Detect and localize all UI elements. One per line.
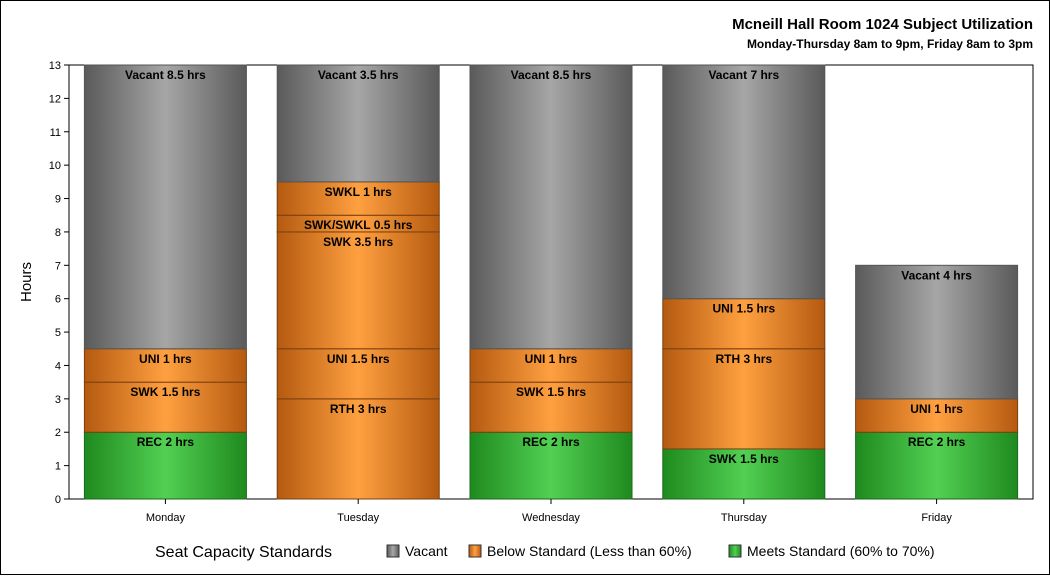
bar-segment [276,64,440,183]
bar-segment [83,431,247,500]
segment-label: Vacant 8.5 hrs [511,68,592,82]
bar-segment [83,64,247,350]
segment-label: REC 2 hrs [522,435,580,449]
y-tick-label: 3 [55,394,61,406]
segment-label: REC 2 hrs [137,435,195,449]
legend-swatch-vacant [386,544,400,558]
bar-wednesday: REC 2 hrs SWK 1.5 hrs UNI 1 hrs Vacant 8.5 … [469,64,633,500]
bar-thursday: SWK 1.5 hrs RTH 3 hrs UNI 1.5 hrs Vacant 7 … [662,64,826,500]
segment-label: UNI 1 hrs [139,352,192,366]
segment-label: SWK 1.5 hrs [516,385,586,399]
x-tick-label: Monday [146,512,186,524]
legend-swatch-below [468,544,482,558]
y-tick-label: 12 [49,93,61,105]
legend-label-below: Below Standard (Less than 60%) [487,543,692,559]
y-tick-label: 0 [55,494,61,506]
bar-segment [662,298,826,350]
y-tick-label: 2 [55,427,61,439]
segment-label: SWK 3.5 hrs [323,235,393,249]
segment-label: RTH 3 hrs [715,352,772,366]
segment-label: Vacant 4 hrs [901,268,972,282]
y-tick-label: 13 [49,60,61,72]
segment-label: UNI 1.5 hrs [712,302,775,316]
chart-subtitle: Monday-Thursday 8am to 9pm, Friday 8am t… [747,37,1033,51]
segment-label: UNI 1 hrs [525,352,578,366]
bar-segment [469,64,633,350]
y-tick-label: 1 [55,461,61,473]
x-tick-label: Friday [921,512,952,524]
segment-label: SWK 1.5 hrs [709,452,779,466]
segment-label: Vacant 3.5 hrs [318,68,399,82]
bar-tuesday: RTH 3 hrs UNI 1.5 hrs SWK 3.5 hrs SWK/SWKL … [276,64,440,500]
bar-segment [855,431,1019,500]
bar-segment [276,231,440,350]
legend-swatch-meets [728,544,742,558]
segment-label: REC 2 hrs [908,435,966,449]
y-tick-label: 6 [55,294,61,306]
x-tick-label: Wednesday [522,512,580,524]
bar-segment [662,348,826,450]
x-tick-label: Tuesday [337,512,379,524]
segment-label: SWK/SWKL 0.5 hrs [304,218,413,232]
bar-segment [469,348,633,383]
bar-segment [276,348,440,400]
segment-label: UNI 1 hrs [910,402,963,416]
bar-friday: REC 2 hrs UNI 1 hrs Vacant 4 hrs [855,264,1019,500]
segment-label: RTH 3 hrs [330,402,387,416]
legend-title: Seat Capacity Standards [155,544,332,561]
y-axis-title: Hours [18,262,35,302]
bar-segment [83,381,247,433]
segment-label: SWK 1.5 hrs [130,385,200,399]
legend: Seat Capacity Standards Vacant Below Stand… [155,543,935,561]
bar-segment [469,381,633,433]
y-tick-label: 7 [55,260,61,272]
bar-segment [83,348,247,383]
y-tick-label: 10 [49,160,61,172]
y-tick-label: 9 [55,194,61,206]
bar-segment [662,64,826,300]
bar-monday: REC 2 hrs SWK 1.5 hrs UNI 1 hrs Vacant 8.5 … [83,64,247,500]
bar-segment [855,398,1019,433]
legend-label-vacant: Vacant [405,543,448,559]
segment-label: Vacant 7 hrs [708,68,779,82]
y-tick-label: 5 [55,327,61,339]
y-tick-label: 4 [55,360,61,372]
x-tick-label: Thursday [721,512,767,524]
chart-title: Mcneill Hall Room 1024 Subject Utilizati… [732,16,1033,33]
y-tick-label: 8 [55,227,61,239]
segment-label: SWKL 1 hrs [325,185,392,199]
y-tick-label: 11 [50,127,61,139]
legend-label-meets: Meets Standard (60% to 70%) [747,543,935,559]
bar-segment [855,264,1019,400]
segment-label: Vacant 8.5 hrs [125,68,206,82]
bar-segment [276,398,440,500]
segment-label: UNI 1.5 hrs [327,352,390,366]
